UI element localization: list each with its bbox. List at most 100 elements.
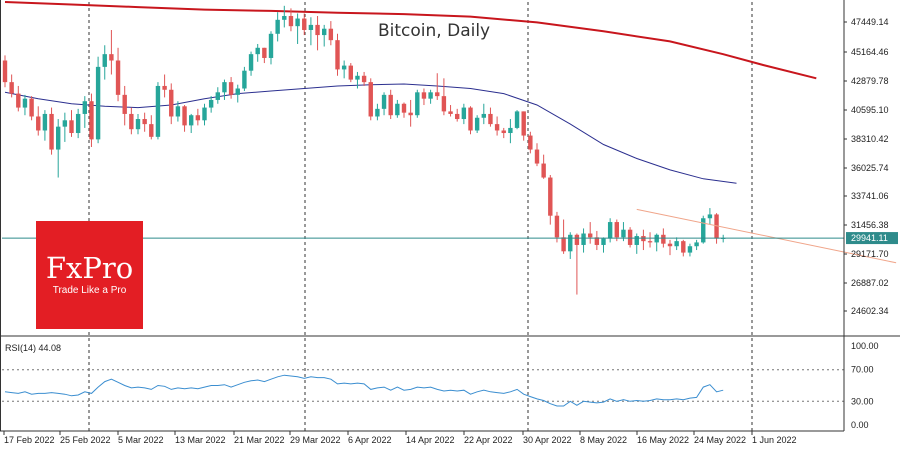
candle-body [335,40,340,70]
candle-body [62,120,68,127]
candle [701,215,706,244]
candle [308,17,314,46]
candle [235,84,240,103]
candle-body [554,215,560,238]
candle-body [95,66,101,140]
rsi-y-tick-labels: 100.00 70.00 30.00 0.00 [851,341,879,430]
candle [355,71,360,89]
candle [36,106,41,136]
candle [561,219,566,254]
candle [142,112,147,132]
price-tag-label: 29941.11 [851,233,888,243]
candle [288,8,294,32]
candle-body [654,234,659,243]
candle-body [9,82,14,94]
candle-body [142,119,147,125]
candle [554,211,560,243]
candle-body [494,124,500,131]
candle-body [169,89,174,117]
candle-body [607,222,613,239]
x-tick-label: 29 Mar 2022 [290,435,341,445]
candle-body [155,85,161,137]
candle-body [381,94,387,109]
x-tick-label: 6 Apr 2022 [348,435,392,445]
candle-body [701,218,706,243]
candle [574,233,580,295]
candle-body [275,19,280,34]
y-tick-label: 47449.14 [851,17,889,27]
candle-body [401,103,407,113]
candle [315,15,320,51]
candle-body [262,47,267,58]
candle [341,60,347,79]
candle-body [541,163,546,178]
candle-body [694,242,699,247]
y-tick-label: 38310.42 [851,134,889,144]
candle-body [428,92,433,99]
candle-body [581,233,586,245]
candle-body [308,24,314,30]
rsi-y-tick-label: 30.00 [851,396,874,406]
candle [441,78,447,116]
candle-body [36,116,41,131]
candle-body [601,238,606,245]
candle [42,110,48,141]
candle [282,5,287,28]
fxpro-logo: FxPro Trade Like a Pro [36,221,143,329]
candle [89,93,94,148]
candle [368,78,373,121]
candle [195,108,201,126]
candle [508,119,513,144]
candle [694,239,699,251]
candle [641,229,646,251]
candle-body [674,241,679,247]
candle-body [568,234,573,252]
x-tick-label: 22 Apr 2022 [464,435,513,445]
candle [361,71,367,86]
x-tick-label: 24 May 2022 [694,435,746,445]
candle [29,96,34,121]
candle-body [455,113,460,120]
candle-body [627,229,633,245]
x-tick-label: 17 Feb 2022 [4,435,55,445]
candle [122,85,127,126]
candle-body [182,106,187,126]
candles [2,5,726,295]
candle-body [461,107,467,120]
candle-body [228,82,234,95]
candle [687,243,693,257]
candle [182,105,187,132]
candle-body [574,234,580,245]
candle-body [395,103,400,116]
candle [488,107,493,127]
candle-body [355,75,360,80]
candle [115,47,121,102]
candle [328,21,334,46]
candle [408,99,413,127]
candle-body [222,82,227,93]
candle [375,103,380,121]
candle [681,239,686,257]
x-tick-label: 1 Jun 2022 [752,435,797,445]
candle [149,115,154,140]
candle [468,106,473,135]
candle-body [341,65,347,70]
candle-body [89,101,94,140]
y-tick-label: 33741.06 [851,191,889,201]
candle-body [49,113,54,150]
x-tick-label: 8 May 2022 [580,435,627,445]
candle-body [56,126,61,150]
candle [667,239,673,256]
candle [295,13,300,44]
candle [62,112,68,142]
candle-body [208,99,214,108]
candle [401,102,407,118]
candle-body [594,237,600,245]
candle [129,107,134,135]
candle [162,74,167,98]
candle [541,154,546,179]
price-tag-background [846,232,898,245]
candle [262,47,267,64]
candle-body [115,60,121,95]
